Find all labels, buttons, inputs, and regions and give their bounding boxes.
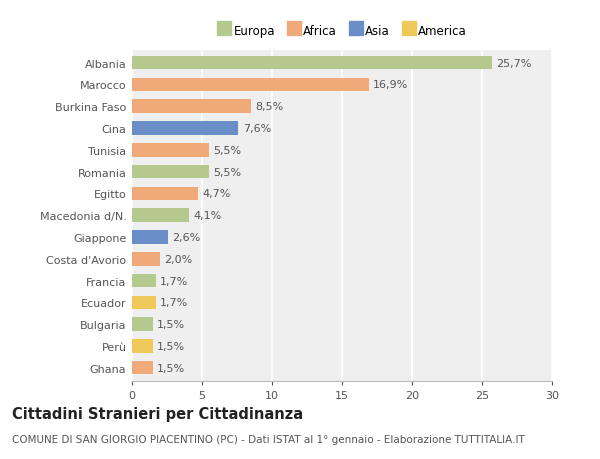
Text: 8,5%: 8,5% — [255, 102, 283, 112]
Bar — [132, 100, 251, 114]
Text: 16,9%: 16,9% — [373, 80, 408, 90]
Text: 1,5%: 1,5% — [157, 363, 185, 373]
Text: 1,5%: 1,5% — [157, 319, 185, 330]
Bar — [132, 78, 368, 92]
Text: Cittadini Stranieri per Cittadinanza: Cittadini Stranieri per Cittadinanza — [12, 406, 303, 421]
Bar — [132, 122, 238, 135]
Bar — [132, 361, 153, 375]
Bar — [132, 57, 492, 70]
Bar — [132, 252, 160, 266]
Legend: Europa, Africa, Asia, America: Europa, Africa, Asia, America — [217, 25, 467, 38]
Text: 1,7%: 1,7% — [160, 298, 188, 308]
Text: 5,5%: 5,5% — [213, 146, 241, 156]
Bar — [132, 340, 153, 353]
Bar — [132, 296, 156, 309]
Bar — [132, 318, 153, 331]
Text: 2,0%: 2,0% — [164, 254, 193, 264]
Text: 25,7%: 25,7% — [496, 59, 532, 68]
Text: 7,6%: 7,6% — [242, 124, 271, 134]
Text: 4,1%: 4,1% — [194, 211, 222, 221]
Text: 1,7%: 1,7% — [160, 276, 188, 286]
Bar — [132, 187, 198, 201]
Bar — [132, 231, 169, 244]
Text: COMUNE DI SAN GIORGIO PIACENTINO (PC) - Dati ISTAT al 1° gennaio - Elaborazione : COMUNE DI SAN GIORGIO PIACENTINO (PC) - … — [12, 434, 525, 444]
Bar — [132, 209, 190, 223]
Text: 4,7%: 4,7% — [202, 189, 230, 199]
Text: 2,6%: 2,6% — [173, 232, 201, 242]
Text: 1,5%: 1,5% — [157, 341, 185, 351]
Text: 5,5%: 5,5% — [213, 167, 241, 177]
Bar — [132, 144, 209, 157]
Bar — [132, 274, 156, 288]
Bar — [132, 166, 209, 179]
